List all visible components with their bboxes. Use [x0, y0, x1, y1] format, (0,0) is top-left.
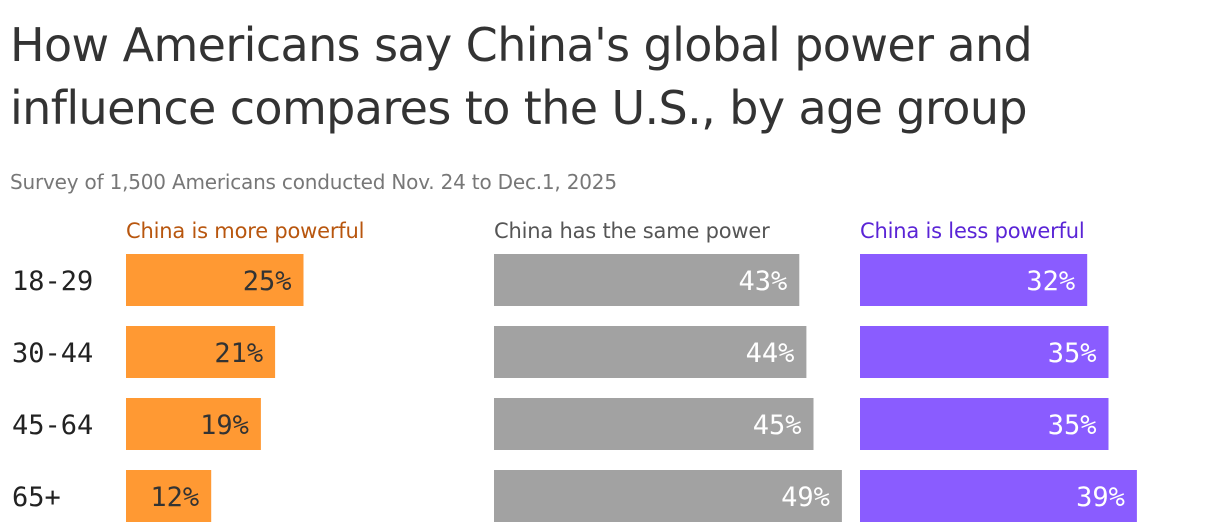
value-label-2-1: 35%: [1048, 338, 1097, 369]
bar-0-0: [126, 254, 304, 306]
bar-2-0: [860, 254, 1088, 306]
bar-2-1: [860, 326, 1109, 378]
legend-label-0: China is more powerful: [126, 219, 364, 243]
value-label-1-0: 43%: [739, 266, 788, 297]
value-label-2-3: 39%: [1076, 482, 1125, 513]
row-label-2: 45-64: [12, 410, 93, 441]
bar-0-1: [126, 326, 276, 378]
row-label-0: 18-29: [12, 266, 93, 297]
bar-1-3: [494, 470, 842, 522]
chart-title: How Americans say China's global power a…: [10, 18, 1033, 135]
bar-0-2: [126, 398, 261, 450]
bar-1-1: [494, 326, 807, 378]
value-label-0-3: 12%: [150, 482, 199, 513]
bar-1-2: [494, 398, 814, 450]
row-label-3: 65+: [12, 482, 61, 513]
row-label-1: 30-44: [12, 338, 93, 369]
bar-0-3: [126, 470, 212, 522]
bar-1-0: [494, 254, 800, 306]
value-label-0-2: 19%: [200, 410, 249, 441]
chart-subtitle: Survey of 1,500 Americans conducted Nov.…: [10, 170, 617, 194]
value-label-2-0: 32%: [1026, 266, 1075, 297]
value-label-1-2: 45%: [753, 410, 802, 441]
value-label-2-2: 35%: [1048, 410, 1097, 441]
legend-label-1: China has the same power: [494, 219, 770, 243]
value-label-0-0: 25%: [243, 266, 292, 297]
value-label-1-1: 44%: [746, 338, 795, 369]
value-label-0-1: 21%: [214, 338, 263, 369]
value-label-1-3: 49%: [781, 482, 830, 513]
legend-label-2: China is less powerful: [860, 219, 1084, 243]
bar-2-3: [860, 470, 1137, 522]
bar-2-2: [860, 398, 1109, 450]
